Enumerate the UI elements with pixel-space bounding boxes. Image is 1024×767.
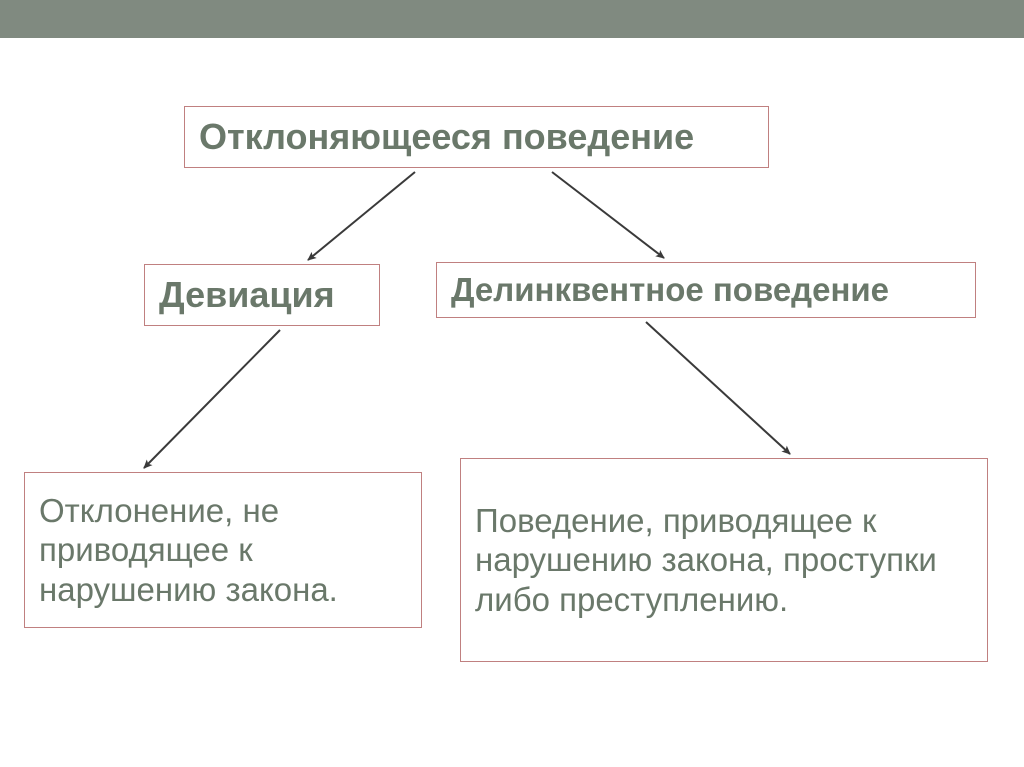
edge-root-right1	[552, 172, 664, 258]
edge-root-left1	[308, 172, 415, 260]
edges-layer	[0, 0, 1024, 767]
edge-right1-right2	[646, 322, 790, 454]
edge-left1-left2	[144, 330, 280, 468]
